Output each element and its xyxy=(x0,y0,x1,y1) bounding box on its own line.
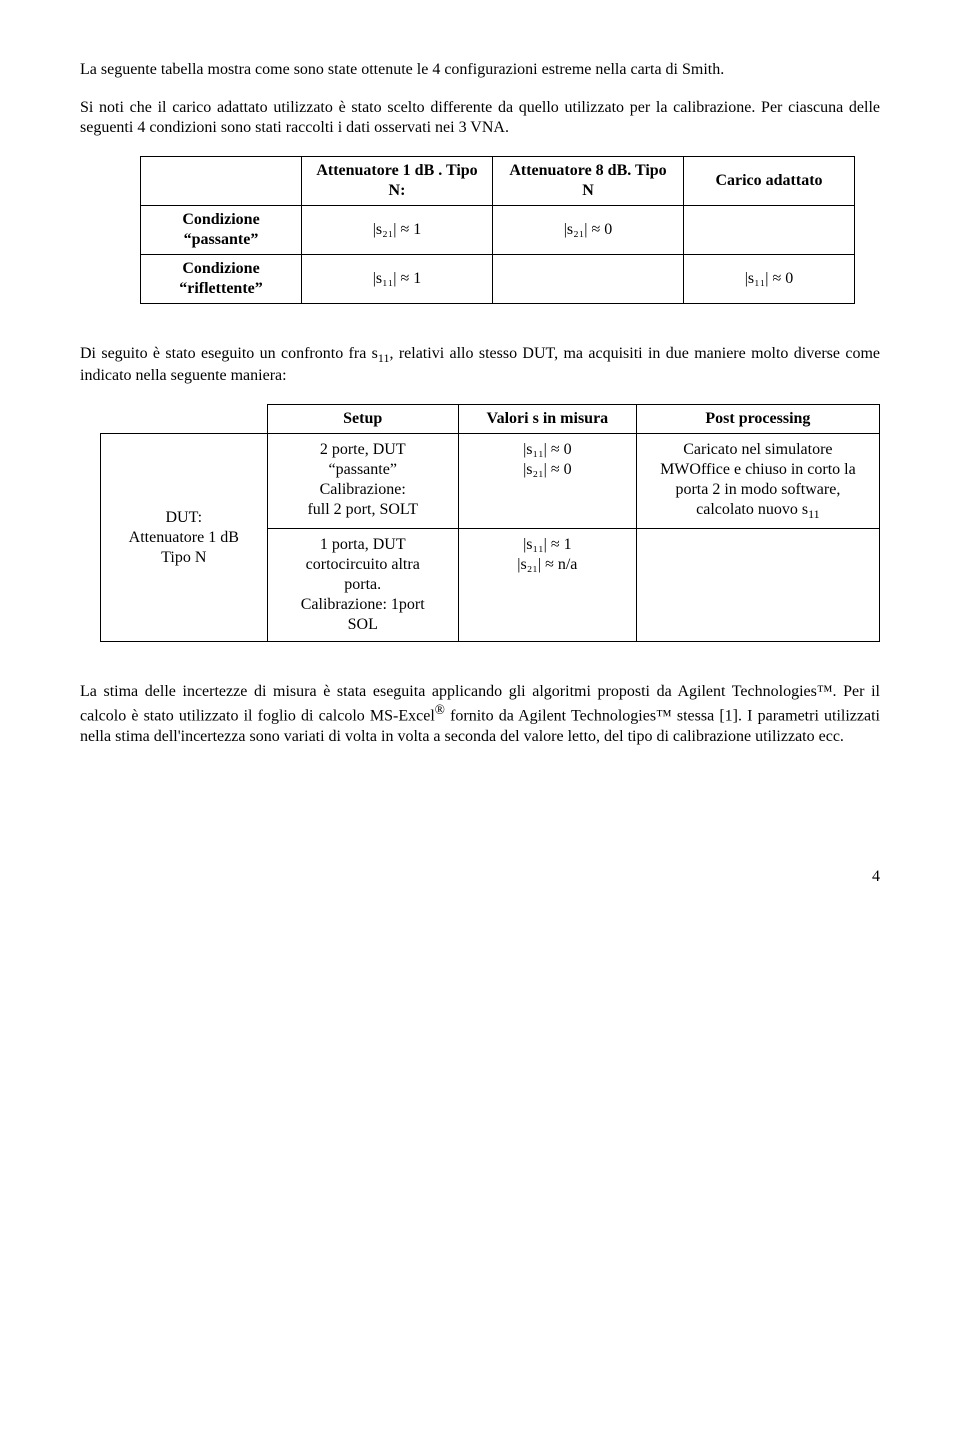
t2-r2c1: 1 porta, DUTcortocircuito altraporta.Cal… xyxy=(267,529,458,642)
t1-r1c1: |s₂₁| ≈ 1 xyxy=(302,206,493,255)
t1-r1c2: |s₂₁| ≈ 0 xyxy=(493,206,684,255)
t2-header-valori: Valori s in misura xyxy=(458,405,636,434)
t1-header-att1: Attenuatore 1 dB . Tipo N: xyxy=(302,157,493,206)
t2-header-setup: Setup xyxy=(267,405,458,434)
table-setup: Setup Valori s in misura Post processing… xyxy=(100,404,880,642)
paragraph-2: Si noti che il carico adattato utilizzat… xyxy=(80,98,880,138)
t1-row1-label: Condizione“passante” xyxy=(141,206,302,255)
t2-header-post: Post processing xyxy=(636,405,879,434)
t2-rowlabel: DUT:Attenuatore 1 dBTipo N xyxy=(101,434,268,642)
t1-r2c1: |s₁₁| ≈ 1 xyxy=(302,255,493,304)
t2-r1c2: |s₁₁| ≈ 0|s₂₁| ≈ 0 xyxy=(458,434,636,529)
paragraph-3: Di seguito è stato eseguito un confronto… xyxy=(80,344,880,386)
t1-header-att8: Attenuatore 8 dB. Tipo N xyxy=(493,157,684,206)
paragraph-1: La seguente tabella mostra come sono sta… xyxy=(80,60,880,80)
page-number: 4 xyxy=(80,867,880,887)
paragraph-4: La stima delle incertezze di misura è st… xyxy=(80,682,880,746)
t2-r2c2: |s₁₁| ≈ 1|s₂₁| ≈ n/a xyxy=(458,529,636,642)
t1-header-carico: Carico adattato xyxy=(684,157,855,206)
t1-r2c3: |s₁₁| ≈ 0 xyxy=(684,255,855,304)
table-conditions: Attenuatore 1 dB . Tipo N: Attenuatore 8… xyxy=(140,156,855,304)
t2-r1c1: 2 porte, DUT“passante”Calibrazione:full … xyxy=(267,434,458,529)
t2-r1c3: Caricato nel simulatore MWOffice e chius… xyxy=(636,434,879,529)
t1-row2-label: Condizione“riflettente” xyxy=(141,255,302,304)
